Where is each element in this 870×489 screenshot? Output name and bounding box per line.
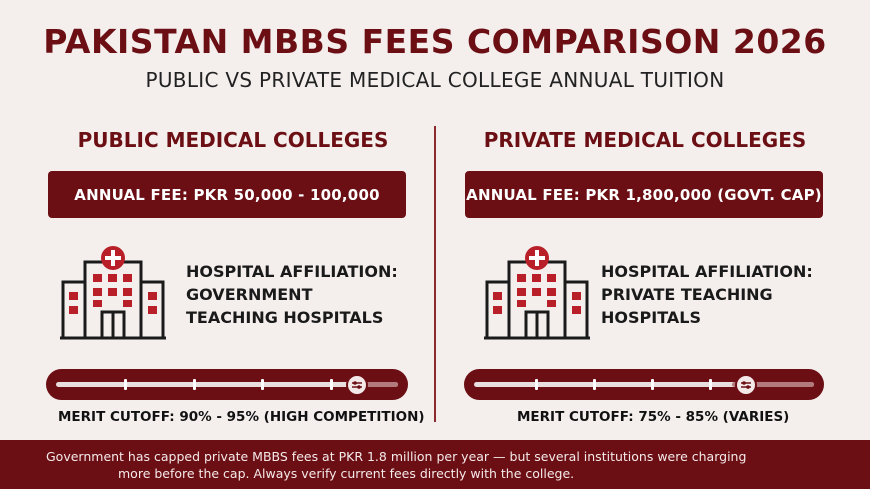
public-affiliation-line-1: HOSPITAL AFFILIATION: — [186, 262, 398, 281]
private-hospital-icon — [484, 246, 590, 340]
page-title: PAKISTAN MBBS FEES COMPARISON 2026 — [43, 22, 827, 61]
slider-tick — [261, 379, 265, 390]
slider-tick — [329, 379, 333, 390]
public-affiliation: HOSPITAL AFFILIATION: GOVERNMENT TEACHIN… — [186, 260, 398, 329]
private-affiliation-line-2: PRIVATE TEACHING — [601, 285, 773, 304]
private-slider-track — [474, 374, 814, 396]
private-merit-cutoff: MERIT CUTOFF: 75% - 85% (VARIES) — [517, 409, 790, 425]
slider-tick — [535, 379, 539, 390]
public-heading: PUBLIC MEDICAL COLLEGES — [77, 128, 389, 152]
slider-tick — [593, 379, 596, 390]
footer-bar — [0, 440, 870, 489]
slider-tick — [708, 379, 712, 390]
private-affiliation-line-3: HOSPITALS — [601, 308, 701, 327]
public-merit-slider[interactable] — [46, 369, 408, 400]
public-affiliation-line-3: TEACHING HOSPITALS — [186, 308, 384, 327]
slider-tick — [192, 379, 196, 390]
private-slider-handle[interactable] — [735, 374, 757, 396]
private-heading: PRIVATE MEDICAL COLLEGES — [483, 128, 807, 152]
public-merit-cutoff: MERIT CUTOFF: 90% - 95% (HIGH COMPETITIO… — [58, 409, 425, 425]
footer-note-line-2: more before the cap. Always verify curre… — [118, 466, 575, 481]
private-affiliation: HOSPITAL AFFILIATION: PRIVATE TEACHING H… — [601, 260, 813, 329]
sliders-icon — [351, 381, 362, 389]
footer-note: Government has capped private MBBS fees … — [46, 448, 836, 482]
private-slider-remaining — [732, 382, 814, 387]
public-slider-track — [56, 374, 398, 396]
private-affiliation-line-1: HOSPITAL AFFILIATION: — [601, 262, 813, 281]
public-slider-remaining — [360, 382, 398, 387]
public-affiliation-line-2: GOVERNMENT — [186, 285, 313, 304]
slider-tick — [124, 379, 128, 390]
page-subtitle: PUBLIC VS PRIVATE MEDICAL COLLEGE ANNUAL… — [145, 68, 725, 92]
private-fee-box: ANNUAL FEE: PKR 1,800,000 (GOVT. CAP) — [465, 171, 823, 218]
public-hospital-icon — [60, 246, 166, 340]
public-fee-box: ANNUAL FEE: PKR 50,000 - 100,000 — [48, 171, 406, 218]
slider-tick — [650, 379, 654, 390]
private-merit-slider[interactable] — [464, 369, 824, 400]
footer-note-line-1: Government has capped private MBBS fees … — [46, 449, 747, 464]
column-divider — [434, 126, 436, 422]
sliders-icon — [741, 381, 751, 389]
public-slider-handle[interactable] — [345, 374, 368, 396]
